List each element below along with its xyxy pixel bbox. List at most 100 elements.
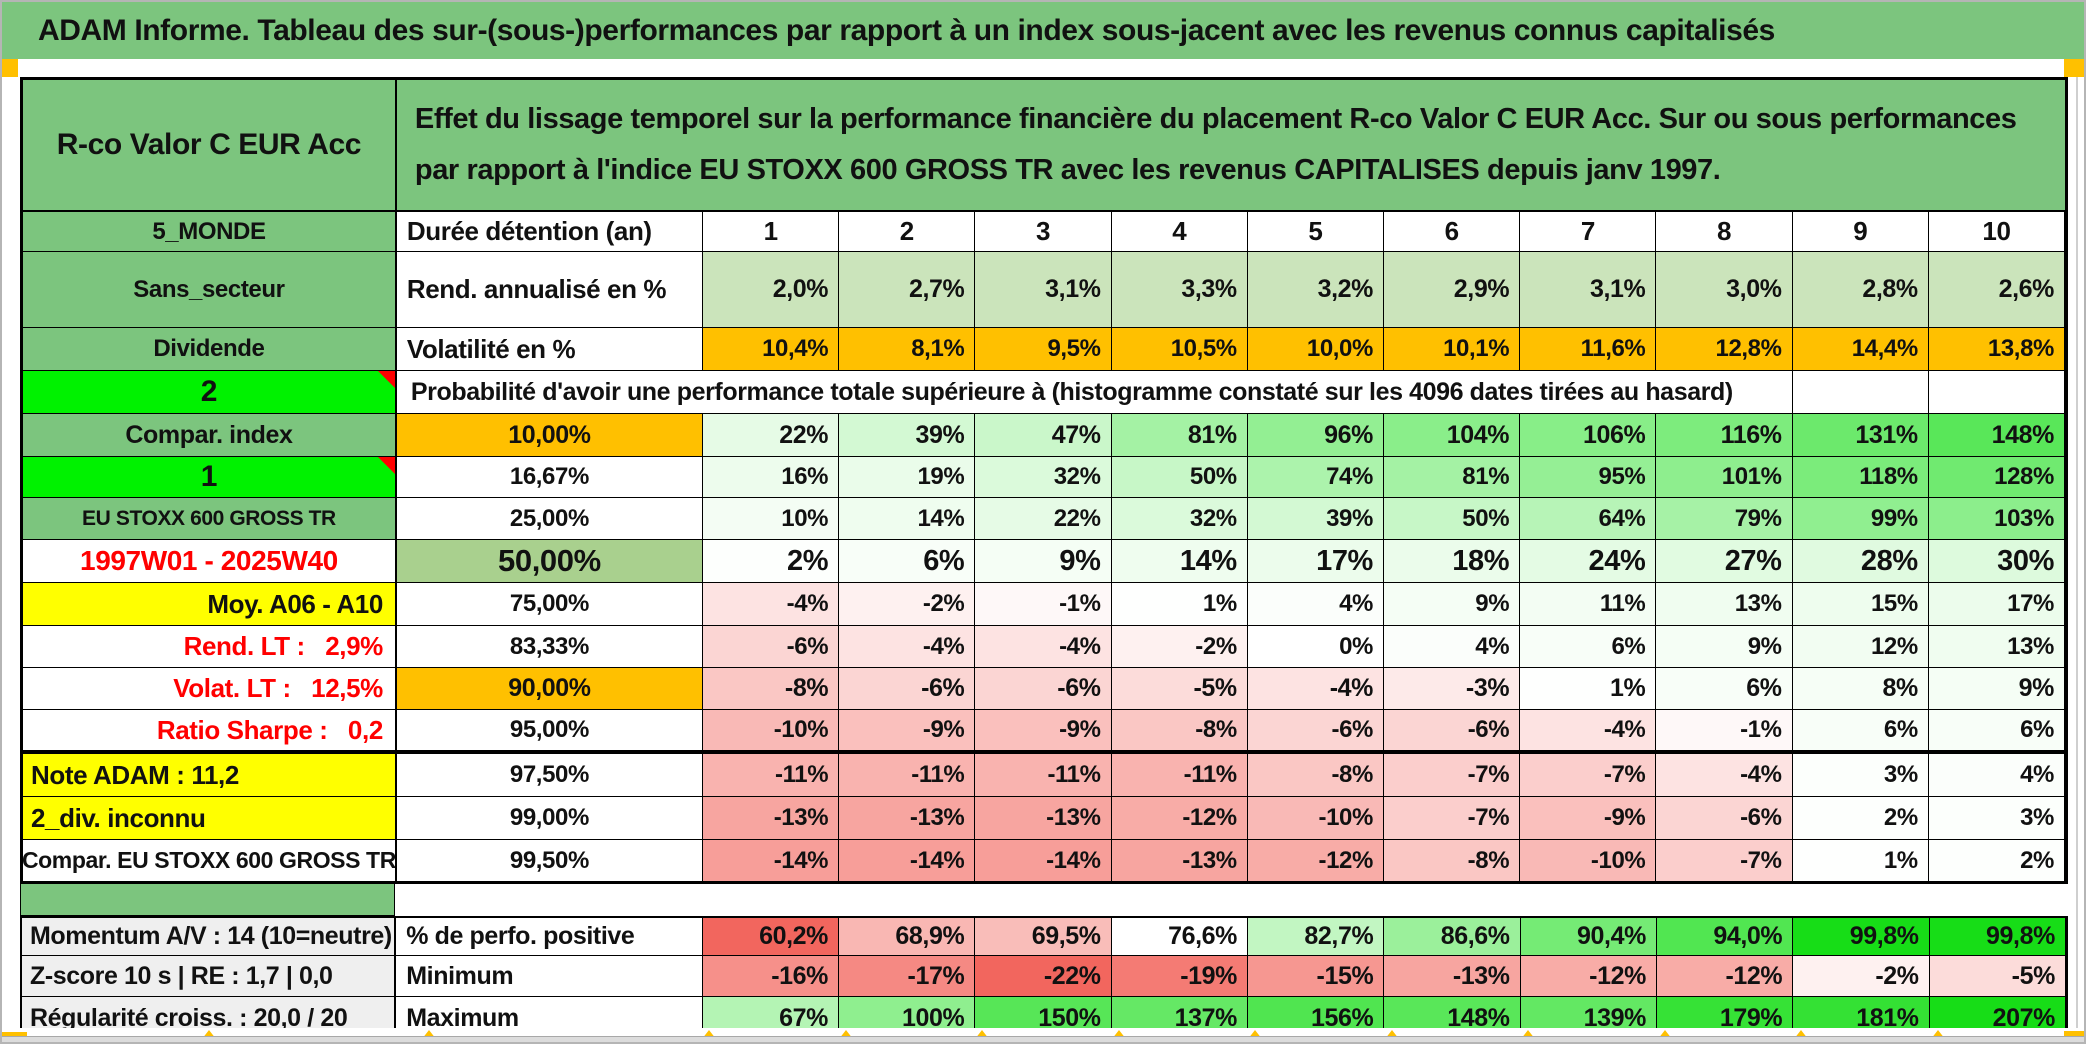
- value-cell[interactable]: 10,0%: [1247, 328, 1384, 371]
- value-cell[interactable]: 3%: [1792, 754, 1929, 797]
- value-cell[interactable]: 10,4%: [702, 328, 840, 371]
- value-cell[interactable]: 79%: [1656, 498, 1793, 540]
- value-cell[interactable]: 12%: [1792, 626, 1929, 668]
- value-cell[interactable]: -16%: [702, 956, 839, 997]
- fund-description-cell[interactable]: Effet du lissage temporel sur la perform…: [396, 80, 2065, 212]
- value-cell[interactable]: 4: [1111, 212, 1248, 252]
- value-cell[interactable]: 2,0%: [702, 252, 840, 328]
- value-cell[interactable]: 10%: [702, 498, 840, 540]
- value-cell[interactable]: 27%: [1656, 540, 1793, 583]
- value-cell[interactable]: 17%: [1247, 540, 1384, 583]
- value-cell[interactable]: 9: [1792, 212, 1929, 252]
- metric-cell[interactable]: 90,00%: [396, 668, 703, 710]
- value-cell[interactable]: -12%: [1520, 956, 1657, 997]
- value-cell[interactable]: -11%: [702, 754, 840, 797]
- value-cell[interactable]: 3,2%: [1247, 252, 1384, 328]
- value-cell[interactable]: 22%: [975, 498, 1112, 540]
- value-cell[interactable]: -13%: [1111, 840, 1248, 881]
- value-cell[interactable]: 64%: [1520, 498, 1657, 540]
- value-cell[interactable]: 14%: [1111, 540, 1248, 583]
- value-cell[interactable]: -8%: [1383, 840, 1521, 881]
- value-cell[interactable]: 10,1%: [1383, 328, 1521, 371]
- empty-cell[interactable]: [1928, 371, 2065, 414]
- value-cell[interactable]: 60,2%: [702, 918, 839, 956]
- value-cell[interactable]: -13%: [702, 797, 840, 840]
- value-cell[interactable]: -12%: [1247, 840, 1384, 881]
- value-cell[interactable]: 99%: [1792, 498, 1929, 540]
- value-cell[interactable]: 8%: [1792, 668, 1929, 710]
- value-cell[interactable]: -6%: [975, 668, 1112, 710]
- value-cell[interactable]: 148%: [1928, 414, 2065, 457]
- value-cell[interactable]: -5%: [1929, 956, 2066, 997]
- value-cell[interactable]: 3%: [1928, 797, 2065, 840]
- value-cell[interactable]: -4%: [839, 626, 976, 668]
- value-cell[interactable]: -6%: [702, 626, 840, 668]
- value-cell[interactable]: 2%: [702, 540, 840, 583]
- value-cell[interactable]: 13,8%: [1928, 328, 2065, 371]
- value-cell[interactable]: 9%: [1656, 626, 1793, 668]
- value-cell[interactable]: 2,8%: [1792, 252, 1929, 328]
- value-cell[interactable]: 9%: [1383, 583, 1521, 626]
- value-cell[interactable]: 22%: [702, 414, 840, 457]
- value-cell[interactable]: 28%: [1792, 540, 1929, 583]
- row-label-cell[interactable]: EU STOXX 600 GROSS TR: [23, 498, 397, 540]
- value-cell[interactable]: 7: [1520, 212, 1657, 252]
- value-cell[interactable]: 81%: [1383, 457, 1521, 498]
- value-cell[interactable]: 50%: [1383, 498, 1521, 540]
- value-cell[interactable]: -10%: [702, 710, 840, 751]
- row-label-cell[interactable]: Compar. index: [23, 414, 397, 457]
- value-cell[interactable]: -2%: [1111, 626, 1248, 668]
- value-cell[interactable]: 76,6%: [1111, 918, 1248, 956]
- value-cell[interactable]: -22%: [975, 956, 1112, 997]
- value-cell[interactable]: 3,1%: [1520, 252, 1657, 328]
- value-cell[interactable]: -11%: [839, 754, 976, 797]
- value-cell[interactable]: -7%: [1656, 840, 1793, 881]
- value-cell[interactable]: 0%: [1247, 626, 1384, 668]
- value-cell[interactable]: 39%: [839, 414, 976, 457]
- value-cell[interactable]: -7%: [1383, 754, 1521, 797]
- value-cell[interactable]: -2%: [1793, 956, 1930, 997]
- value-cell[interactable]: -1%: [1656, 710, 1793, 751]
- value-cell[interactable]: 4%: [1247, 583, 1384, 626]
- metric-cell[interactable]: Volatilité en %: [396, 328, 703, 371]
- value-cell[interactable]: 5: [1247, 212, 1385, 252]
- metric-cell[interactable]: 50,00%: [396, 540, 703, 583]
- value-cell[interactable]: -4%: [1520, 710, 1657, 751]
- row-label-cell[interactable]: 1: [23, 457, 397, 498]
- value-cell[interactable]: -13%: [839, 797, 976, 840]
- value-cell[interactable]: -3%: [1383, 668, 1521, 710]
- value-cell[interactable]: 14%: [839, 498, 976, 540]
- value-cell[interactable]: -14%: [839, 840, 976, 881]
- value-cell[interactable]: -6%: [1247, 710, 1384, 751]
- value-cell[interactable]: -9%: [975, 710, 1112, 751]
- row-label-cell[interactable]: 1997W01 - 2025W40: [23, 540, 397, 583]
- value-cell[interactable]: -11%: [975, 754, 1112, 797]
- row-label-cell[interactable]: Compar. EU STOXX 600 GROSS TR: [23, 840, 397, 881]
- value-cell[interactable]: -8%: [1111, 710, 1248, 751]
- value-cell[interactable]: 6: [1384, 212, 1521, 252]
- value-cell[interactable]: 68,9%: [838, 918, 976, 956]
- value-cell[interactable]: -19%: [1111, 956, 1248, 997]
- value-cell[interactable]: -1%: [975, 583, 1112, 626]
- value-cell[interactable]: 81%: [1111, 414, 1248, 457]
- value-cell[interactable]: 118%: [1792, 457, 1929, 498]
- value-cell[interactable]: 15%: [1792, 583, 1929, 626]
- metric-cell[interactable]: 83,33%: [396, 626, 703, 668]
- value-cell[interactable]: -8%: [702, 668, 840, 710]
- value-cell[interactable]: 9,5%: [975, 328, 1112, 371]
- value-cell[interactable]: 13%: [1928, 626, 2065, 668]
- row-label-cell[interactable]: 2_div. inconnu: [23, 797, 397, 840]
- value-cell[interactable]: -4%: [702, 583, 840, 626]
- value-cell[interactable]: -6%: [1383, 710, 1521, 751]
- value-cell[interactable]: -13%: [1384, 956, 1521, 997]
- value-cell[interactable]: 74%: [1247, 457, 1384, 498]
- value-cell[interactable]: 17%: [1928, 583, 2065, 626]
- value-cell[interactable]: -14%: [702, 840, 840, 881]
- metric-cell[interactable]: 25,00%: [396, 498, 703, 540]
- value-cell[interactable]: 32%: [1111, 498, 1248, 540]
- fund-name-cell[interactable]: R-co Valor C EUR Acc: [23, 80, 397, 212]
- value-cell[interactable]: 94,0%: [1656, 918, 1794, 956]
- value-cell[interactable]: -5%: [1111, 668, 1248, 710]
- value-cell[interactable]: 3,1%: [975, 252, 1112, 328]
- row-label-cell[interactable]: Momentum A/V : 14 (10=neutre): [22, 918, 397, 956]
